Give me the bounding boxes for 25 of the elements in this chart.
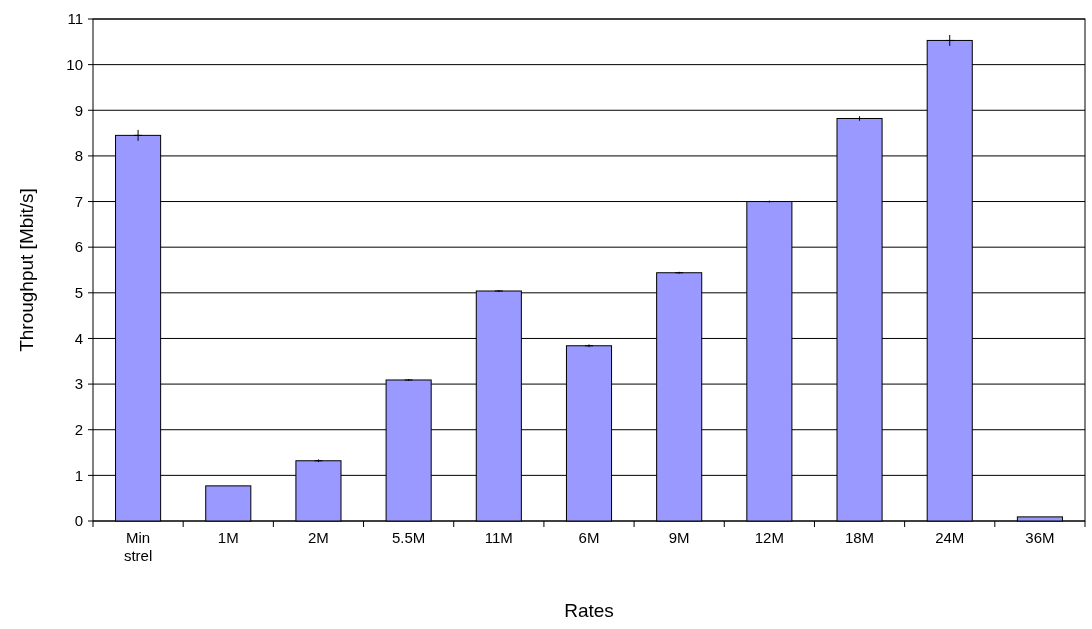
y-tick-label: 6: [74, 238, 83, 256]
y-tick-label: 8: [74, 147, 83, 165]
y-tick-label: 4: [74, 329, 83, 347]
y-tick-label: 1: [74, 466, 83, 484]
x-tick-label: 5.5M: [391, 529, 426, 546]
x-tick-label: 18M: [844, 529, 875, 546]
y-tick-label: 2: [74, 420, 83, 438]
x-tick-label: 24M: [935, 529, 965, 546]
x-tick-label: 36M: [1025, 529, 1055, 546]
x-tick-label: 6M: [578, 529, 600, 546]
x-tick-label: 9M: [668, 529, 690, 546]
y-tick-label: 9: [74, 101, 83, 119]
y-tick-label: 3: [74, 375, 83, 393]
y-tick-label: 7: [74, 192, 83, 210]
x-tick-label: 11M: [484, 529, 513, 546]
x-tick-label: 2M: [308, 529, 329, 546]
x-tick-label: 1M: [217, 529, 239, 546]
x-tick-label: Min strel: [123, 529, 153, 564]
x-tick-label: 12M: [754, 529, 784, 546]
y-tick-label: 10: [66, 55, 83, 73]
y-tick-label: 0: [74, 512, 83, 530]
y-tick-label: 11: [67, 10, 83, 28]
x-axis-title: Rates: [564, 600, 614, 621]
y-tick-label: 5: [74, 284, 83, 302]
y-axis-title: Throughput [Mbit/s]: [16, 188, 37, 352]
